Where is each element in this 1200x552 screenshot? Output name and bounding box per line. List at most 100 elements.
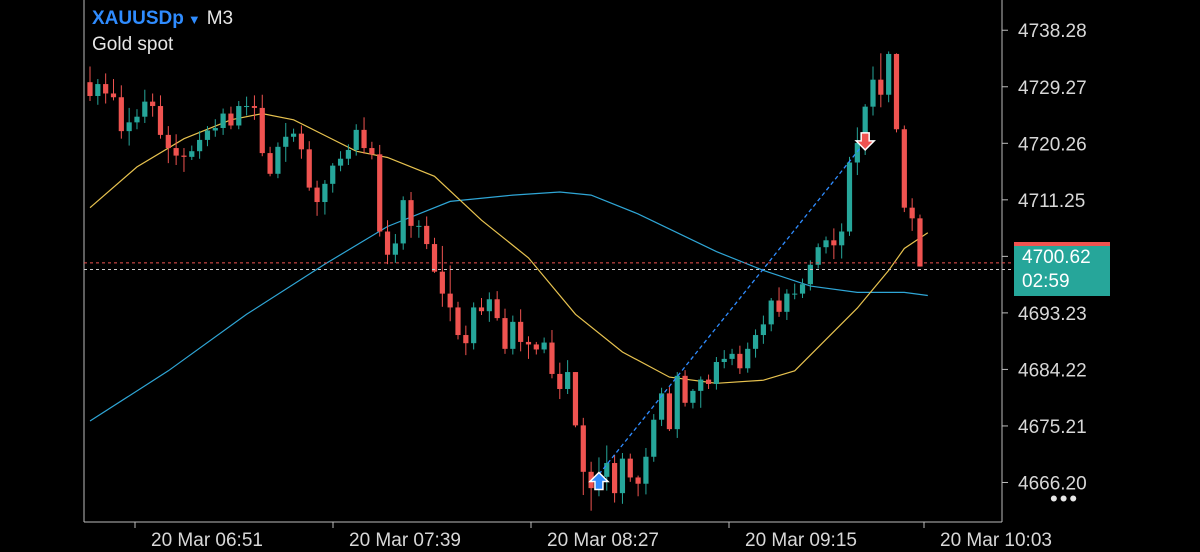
bull-candle — [400, 200, 406, 244]
x-tick-label: 20 Mar 10:03 — [940, 530, 1052, 551]
symbol-header[interactable]: XAUUSDp ▼ M3 — [92, 8, 233, 31]
bull-candle — [95, 84, 101, 96]
x-tick-label: 20 Mar 09:15 — [745, 530, 857, 551]
bear-candle — [439, 271, 445, 294]
bull-candle — [322, 183, 328, 203]
bear-candle — [557, 373, 563, 389]
bear-candle — [314, 187, 320, 203]
y-tick-label: 4675.21 — [1018, 417, 1087, 438]
bear-candle — [705, 379, 712, 384]
x-tick-label: 20 Mar 06:51 — [151, 530, 263, 551]
more-dots-icon[interactable]: ••• — [1050, 486, 1080, 511]
ma-slow-line — [89, 191, 928, 422]
bull-candle — [752, 335, 759, 349]
x-tick-label: 20 Mar 08:27 — [547, 530, 659, 551]
bear-candle — [831, 240, 837, 246]
bull-candle — [142, 101, 148, 117]
bull-candle — [839, 231, 845, 246]
bear-candle — [572, 372, 579, 426]
bear-candle — [150, 101, 156, 107]
bear-candle — [533, 344, 539, 350]
bear-candle — [118, 97, 124, 132]
bull-candle — [784, 293, 790, 312]
candles-layer — [87, 51, 923, 511]
bear-candle — [627, 458, 633, 478]
bull-candle — [134, 116, 140, 123]
bull-candle — [337, 158, 344, 166]
ask-marker — [1014, 242, 1110, 246]
trade-trendline[interactable] — [598, 141, 866, 475]
bull-candle — [792, 293, 798, 295]
bull-candle — [619, 458, 626, 494]
bull-candle — [658, 393, 665, 420]
bull-candle — [212, 127, 218, 131]
ma-fast-line — [89, 112, 929, 384]
bull-candle — [565, 372, 571, 389]
bull-candle — [651, 419, 657, 457]
bull-candle — [823, 240, 829, 248]
bear-candle — [525, 341, 532, 345]
y-tick-label: 4738.28 — [1018, 21, 1087, 42]
bear-candle — [259, 107, 265, 154]
bear-candle — [463, 335, 469, 344]
bull-candle — [760, 324, 766, 336]
ma-slow-layer — [89, 191, 928, 422]
bull-candle — [768, 300, 774, 325]
bear-candle — [612, 463, 618, 494]
bear-candle — [384, 231, 391, 255]
bull-candle — [886, 53, 892, 95]
bear-candle — [455, 307, 461, 336]
bear-candle — [549, 342, 555, 374]
bear-candle — [431, 244, 438, 272]
bull-candle — [745, 348, 751, 369]
bear-candle — [901, 129, 907, 208]
bear-candle — [377, 154, 383, 232]
bar-countdown: 02:59 — [1022, 271, 1070, 292]
bear-candle — [635, 477, 641, 484]
y-tick-label: 4720.26 — [1018, 134, 1087, 155]
bull-candle — [416, 225, 422, 227]
bull-candle — [510, 321, 516, 349]
bear-candle — [267, 153, 273, 174]
caret-down-icon[interactable]: ▼ — [187, 12, 201, 27]
bear-candle — [369, 148, 375, 155]
chart-frame — [83, 0, 1003, 523]
bear-candle — [878, 79, 884, 95]
timeframe-label[interactable]: M3 — [206, 8, 234, 29]
bear-candle — [478, 307, 485, 312]
x-axis: 20 Mar 06:51 20 Mar 07:39 20 Mar 08:27 20 M… — [134, 522, 1052, 551]
bull-candle — [815, 247, 821, 265]
bear-candle — [424, 225, 430, 245]
sell-arrow-icon — [854, 132, 876, 151]
bear-candle — [173, 148, 179, 156]
x-tick-label: 20 Mar 07:39 — [349, 530, 461, 551]
bear-candle — [165, 134, 171, 149]
y-tick-label: 4684.22 — [1018, 360, 1087, 381]
bull-candle — [674, 375, 680, 430]
bull-candle — [189, 151, 195, 157]
bull-candle — [345, 149, 351, 159]
bull-candle — [486, 299, 492, 312]
bull-candle — [204, 130, 211, 140]
bear-candle — [682, 375, 688, 403]
bear-candle — [502, 318, 508, 349]
bear-candle — [87, 82, 93, 96]
bear-candle — [580, 425, 586, 472]
symbol-name[interactable]: XAUUSDp — [92, 8, 184, 29]
bull-candle — [799, 284, 806, 294]
bull-candle — [197, 139, 203, 152]
current-price-tag: 4700.62 02:59 — [1014, 242, 1110, 296]
bull-candle — [283, 136, 289, 147]
bear-candle — [518, 321, 524, 342]
bear-candle — [776, 300, 782, 312]
bull-candle — [862, 106, 868, 144]
bull-candle — [604, 463, 610, 477]
bull-candle — [698, 379, 704, 391]
bull-candle — [854, 143, 860, 163]
bull-candle — [290, 133, 297, 137]
bear-candle — [917, 218, 923, 267]
price-lines-layer — [84, 262, 1014, 271]
bear-candle — [298, 133, 305, 150]
bull-candle — [643, 456, 649, 484]
